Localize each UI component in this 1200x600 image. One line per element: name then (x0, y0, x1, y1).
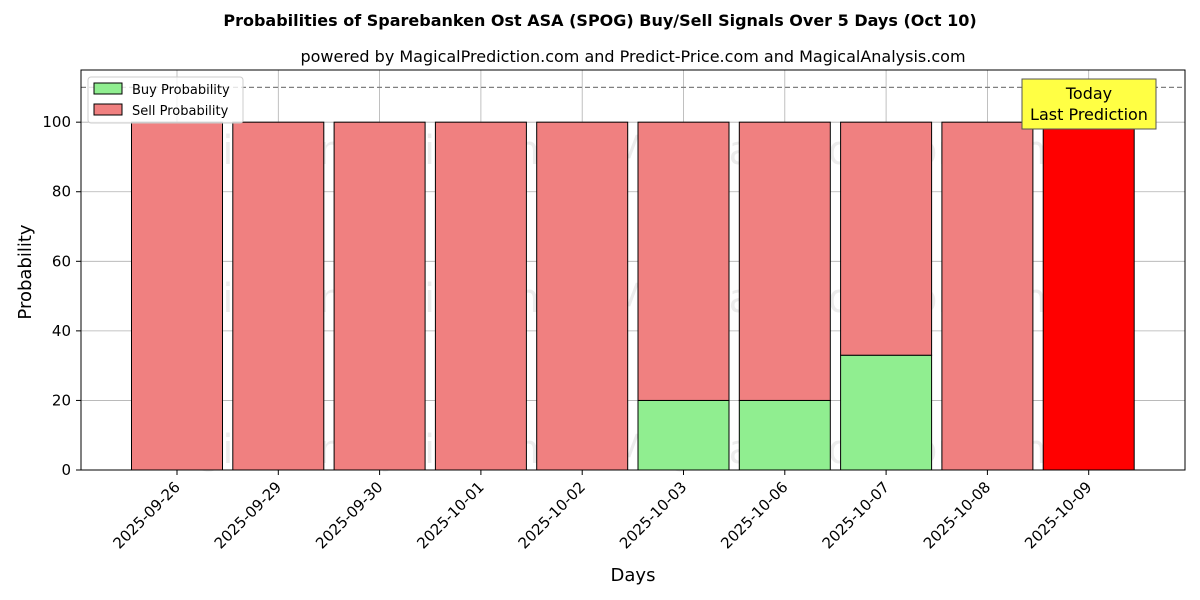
legend-label-sell: Sell Probability (132, 104, 229, 119)
x-tick-label: 2025-09-26 (109, 478, 183, 552)
bar-sell-2025-10-02 (536, 121, 629, 471)
x-axis: 2025-09-26 2025-09-29 2025-09-30 2025-10-01… (109, 470, 1096, 552)
legend-swatch-sell (93, 103, 123, 116)
bar-buy-2025-10-06 (738, 399, 831, 471)
plot-frame (80, 69, 1186, 471)
today-annotation: Today Last Prediction (1021, 78, 1157, 130)
bars (131, 121, 1135, 471)
bar-sell-2025-09-30 (333, 121, 426, 471)
bar-sell-2025-09-29 (232, 121, 325, 471)
x-tick-label: 2025-10-09 (1021, 478, 1095, 552)
bar-sell-2025-10-06 (738, 121, 831, 401)
x-tick-label: 2025-10-06 (717, 478, 791, 552)
today-annotation-box (1021, 78, 1157, 130)
y-axis-label: Probability (15, 224, 36, 319)
chart-subtitle: powered by MagicalPrediction.com and Pre… (300, 47, 965, 66)
last-prediction-label: Last Prediction (1030, 105, 1148, 124)
today-label: Today (1065, 84, 1112, 103)
y-tick-label: 40 (52, 322, 71, 340)
x-tick-label: 2025-10-03 (616, 478, 690, 552)
y-tick-label: 80 (52, 183, 71, 201)
y-tick-label: 20 (52, 391, 71, 409)
legend: Buy Probability Sell Probability (87, 76, 244, 124)
x-tick-label: 2025-09-30 (312, 478, 386, 552)
bar-sell-2025-10-09 (1042, 121, 1135, 471)
x-tick-label: 2025-10-02 (515, 478, 589, 552)
legend-swatch-buy (93, 82, 123, 95)
x-tick-label: 2025-09-29 (211, 478, 285, 552)
chart-title: Probabilities of Sparebanken Ost ASA (SP… (223, 11, 976, 30)
bar-buy-2025-10-07 (840, 354, 933, 471)
y-tick-label: 60 (52, 252, 71, 270)
x-axis-label: Days (611, 565, 656, 586)
y-axis: 0 20 40 60 80 100 (42, 113, 81, 479)
x-tick-label: 2025-10-07 (819, 478, 893, 552)
bar-sell-2025-10-01 (434, 121, 527, 471)
x-tick-label: 2025-10-08 (920, 478, 994, 552)
legend-label-buy: Buy Probability (132, 83, 230, 98)
y-tick-label: 0 (61, 461, 71, 479)
bar-sell-2025-10-03 (637, 121, 730, 401)
bar-buy-2025-10-03 (637, 399, 730, 471)
legend-frame (87, 76, 244, 124)
bar-sell-2025-10-08 (941, 121, 1034, 471)
y-tick-label: 100 (42, 113, 71, 131)
x-tick-label: 2025-10-01 (413, 478, 487, 552)
bar-sell-2025-09-26 (131, 121, 223, 471)
bar-sell-2025-10-07 (840, 121, 933, 356)
